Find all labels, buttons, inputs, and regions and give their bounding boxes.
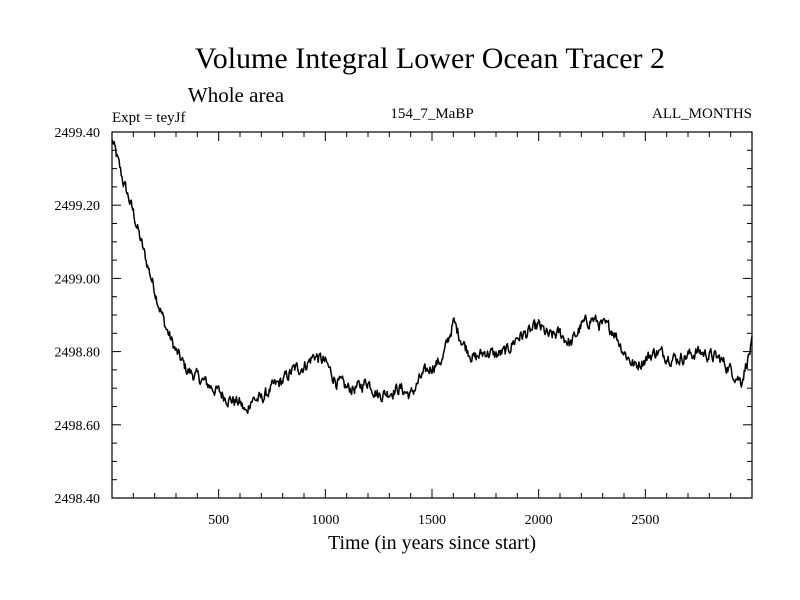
x-tick-label: 1000 [311,513,339,528]
y-tick-label: 2498.60 [55,419,101,434]
months-label: ALL_MONTHS [652,106,752,122]
y-tick-label: 2498.80 [55,346,101,361]
series-line-teyJf [111,139,753,414]
y-axis-tick-labels: 2498.40 2498.60 2498.80 2499.00 2499.20 2499.… [55,126,101,507]
y-tick-label: 2498.40 [55,492,101,507]
experiment-label: Expt = teyJf [112,110,185,126]
x-tick-label: 1500 [418,513,446,528]
x-tick-label: 2500 [631,513,659,528]
chart-title: Volume Integral Lower Ocean Tracer 2 [195,42,665,75]
axis-ticks [112,132,752,498]
y-tick-label: 2499.40 [55,126,101,141]
x-axis-tick-labels: 500 1000 1500 2000 2500 [208,513,659,528]
x-tick-label: 500 [208,513,229,528]
period-label: 154_7_MaBP [390,106,473,122]
y-tick-label: 2499.00 [55,272,101,287]
chart-subtitle: Whole area [188,83,285,107]
x-tick-label: 2000 [525,513,553,528]
x-axis-title: Time (in years since start) [328,532,536,554]
y-tick-label: 2499.20 [55,199,101,214]
plot-frame [111,131,753,499]
